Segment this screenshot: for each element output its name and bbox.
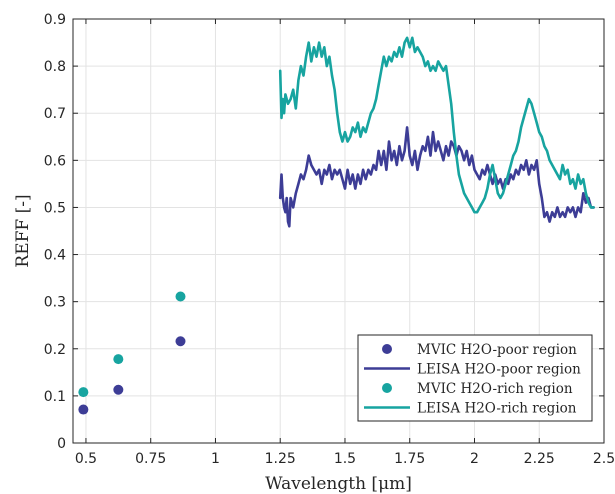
y-tick-label: 0.8 (44, 59, 66, 75)
x-tick-label: 1.75 (394, 451, 425, 467)
data-point-mvic-h2o-rich-region (78, 387, 89, 398)
legend-marker-mvic-h2o-rich-region (382, 383, 392, 393)
y-tick-label: 0.5 (44, 200, 66, 216)
axes-box (72, 18, 605, 444)
x-tick-label: 2 (470, 451, 479, 467)
x-tick-label: 1.5 (334, 451, 356, 467)
x-tick-label: 0.75 (135, 451, 166, 467)
y-tick-label: 0.4 (44, 248, 66, 264)
y-tick-label: 0.7 (44, 106, 66, 122)
y-tick-label: 0.1 (44, 389, 66, 405)
x-tick-label: 0.5 (75, 451, 97, 467)
y-tick-label: 0.6 (44, 153, 66, 169)
data-point-mvic-h2o-rich-region (175, 291, 186, 302)
data-point-mvic-h2o-poor-region (175, 336, 186, 347)
legend: MVIC H2O-poor region LEISA H2O-poor regio… (357, 334, 593, 422)
legend-marker-mvic-h2o-poor-region (382, 344, 392, 354)
series-line-leisa-h2o-rich-region (278, 36, 595, 214)
legend-label-mvic-h2o-rich-region: MVIC H2O-rich region (417, 381, 573, 397)
legend-label-leisa-h2o-rich-region: LEISA H2O-rich region (417, 401, 577, 417)
y-tick-label: 0 (57, 436, 66, 452)
series-line-leisa-h2o-poor-region (278, 126, 595, 228)
data-point-mvic-h2o-rich-region (113, 354, 124, 365)
data-point-mvic-h2o-poor-region (78, 404, 89, 415)
plot-frame (72, 18, 605, 444)
ticks: 0.5 0.75 1 1.25 1.5 1.75 2 2.25 2.5 0 0.1 0.2 0.3 0.4… (44, 12, 615, 467)
x-tick-label: 1.25 (265, 451, 296, 467)
y-tick-label: 0.2 (44, 342, 66, 358)
y-tick-label: 0.3 (44, 295, 66, 311)
x-tick-label: 2.25 (524, 451, 555, 467)
data-point-mvic-h2o-poor-region (113, 384, 124, 395)
series-group (78, 36, 595, 415)
x-tick-label: 2.5 (593, 451, 615, 467)
y-axis-title: REFF [-] (13, 194, 33, 267)
x-tick-label: 1 (211, 451, 220, 467)
legend-label-mvic-h2o-poor-region: MVIC H2O-poor region (417, 342, 577, 358)
x-axis-title: Wavelength [μm] (265, 474, 412, 494)
y-tick-label: 0.9 (44, 12, 66, 28)
legend-label-leisa-h2o-poor-region: LEISA H2O-poor region (417, 362, 581, 378)
